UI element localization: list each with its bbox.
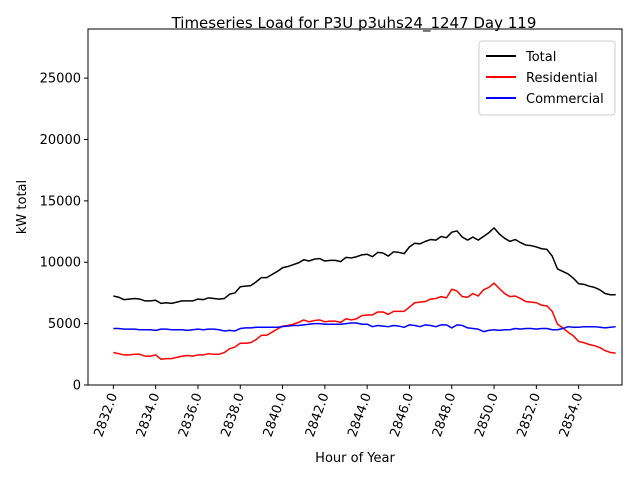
x-tick-label: 2844.0 — [345, 391, 375, 439]
x-tick-label: 2834.0 — [134, 391, 164, 439]
x-tick-label: 2836.0 — [176, 391, 206, 439]
series-lines — [113, 227, 616, 360]
series-line-commercial — [113, 322, 616, 333]
legend: Total Residential Commercial — [478, 40, 616, 116]
x-tick-label: 2842.0 — [303, 391, 333, 439]
x-tick-label: 2840.0 — [261, 391, 291, 439]
y-tick-label: 10000 — [40, 256, 81, 271]
series-line-total — [113, 227, 616, 305]
legend-label-residential: Residential — [526, 71, 598, 86]
legend-label-total: Total — [525, 50, 556, 65]
y-tick-label: 15000 — [40, 194, 81, 209]
x-axis: 2832.0 2834.0 2836.0 2838.0 2840.0 2842.0 2844… — [91, 385, 586, 439]
y-tick-label: 0 — [73, 379, 81, 394]
y-tick-label: 25000 — [40, 72, 81, 87]
x-tick-label: 2852.0 — [514, 391, 544, 439]
plot-frame — [87, 28, 623, 386]
y-axis: 0 5000 10000 15000 20000 25000 — [40, 72, 88, 394]
x-tick-label: 2832.0 — [91, 391, 121, 439]
x-tick-label: 2848.0 — [430, 391, 460, 439]
x-tick-label: 2846.0 — [388, 391, 418, 439]
legend-label-commercial: Commercial — [526, 92, 604, 107]
x-axis-label: Hour of Year — [315, 451, 395, 466]
legend-box — [478, 40, 616, 116]
x-tick-label: 2838.0 — [218, 391, 248, 439]
chart-title: Timeseries Load for P3U p3uhs24_1247 Day… — [171, 14, 537, 33]
y-tick-label: 20000 — [40, 133, 81, 148]
x-tick-label: 2850.0 — [472, 391, 502, 439]
y-axis-label: kW total — [15, 180, 30, 234]
y-tick-label: 5000 — [48, 317, 81, 332]
series-line-residential — [113, 282, 616, 360]
x-tick-label: 2854.0 — [557, 391, 587, 439]
